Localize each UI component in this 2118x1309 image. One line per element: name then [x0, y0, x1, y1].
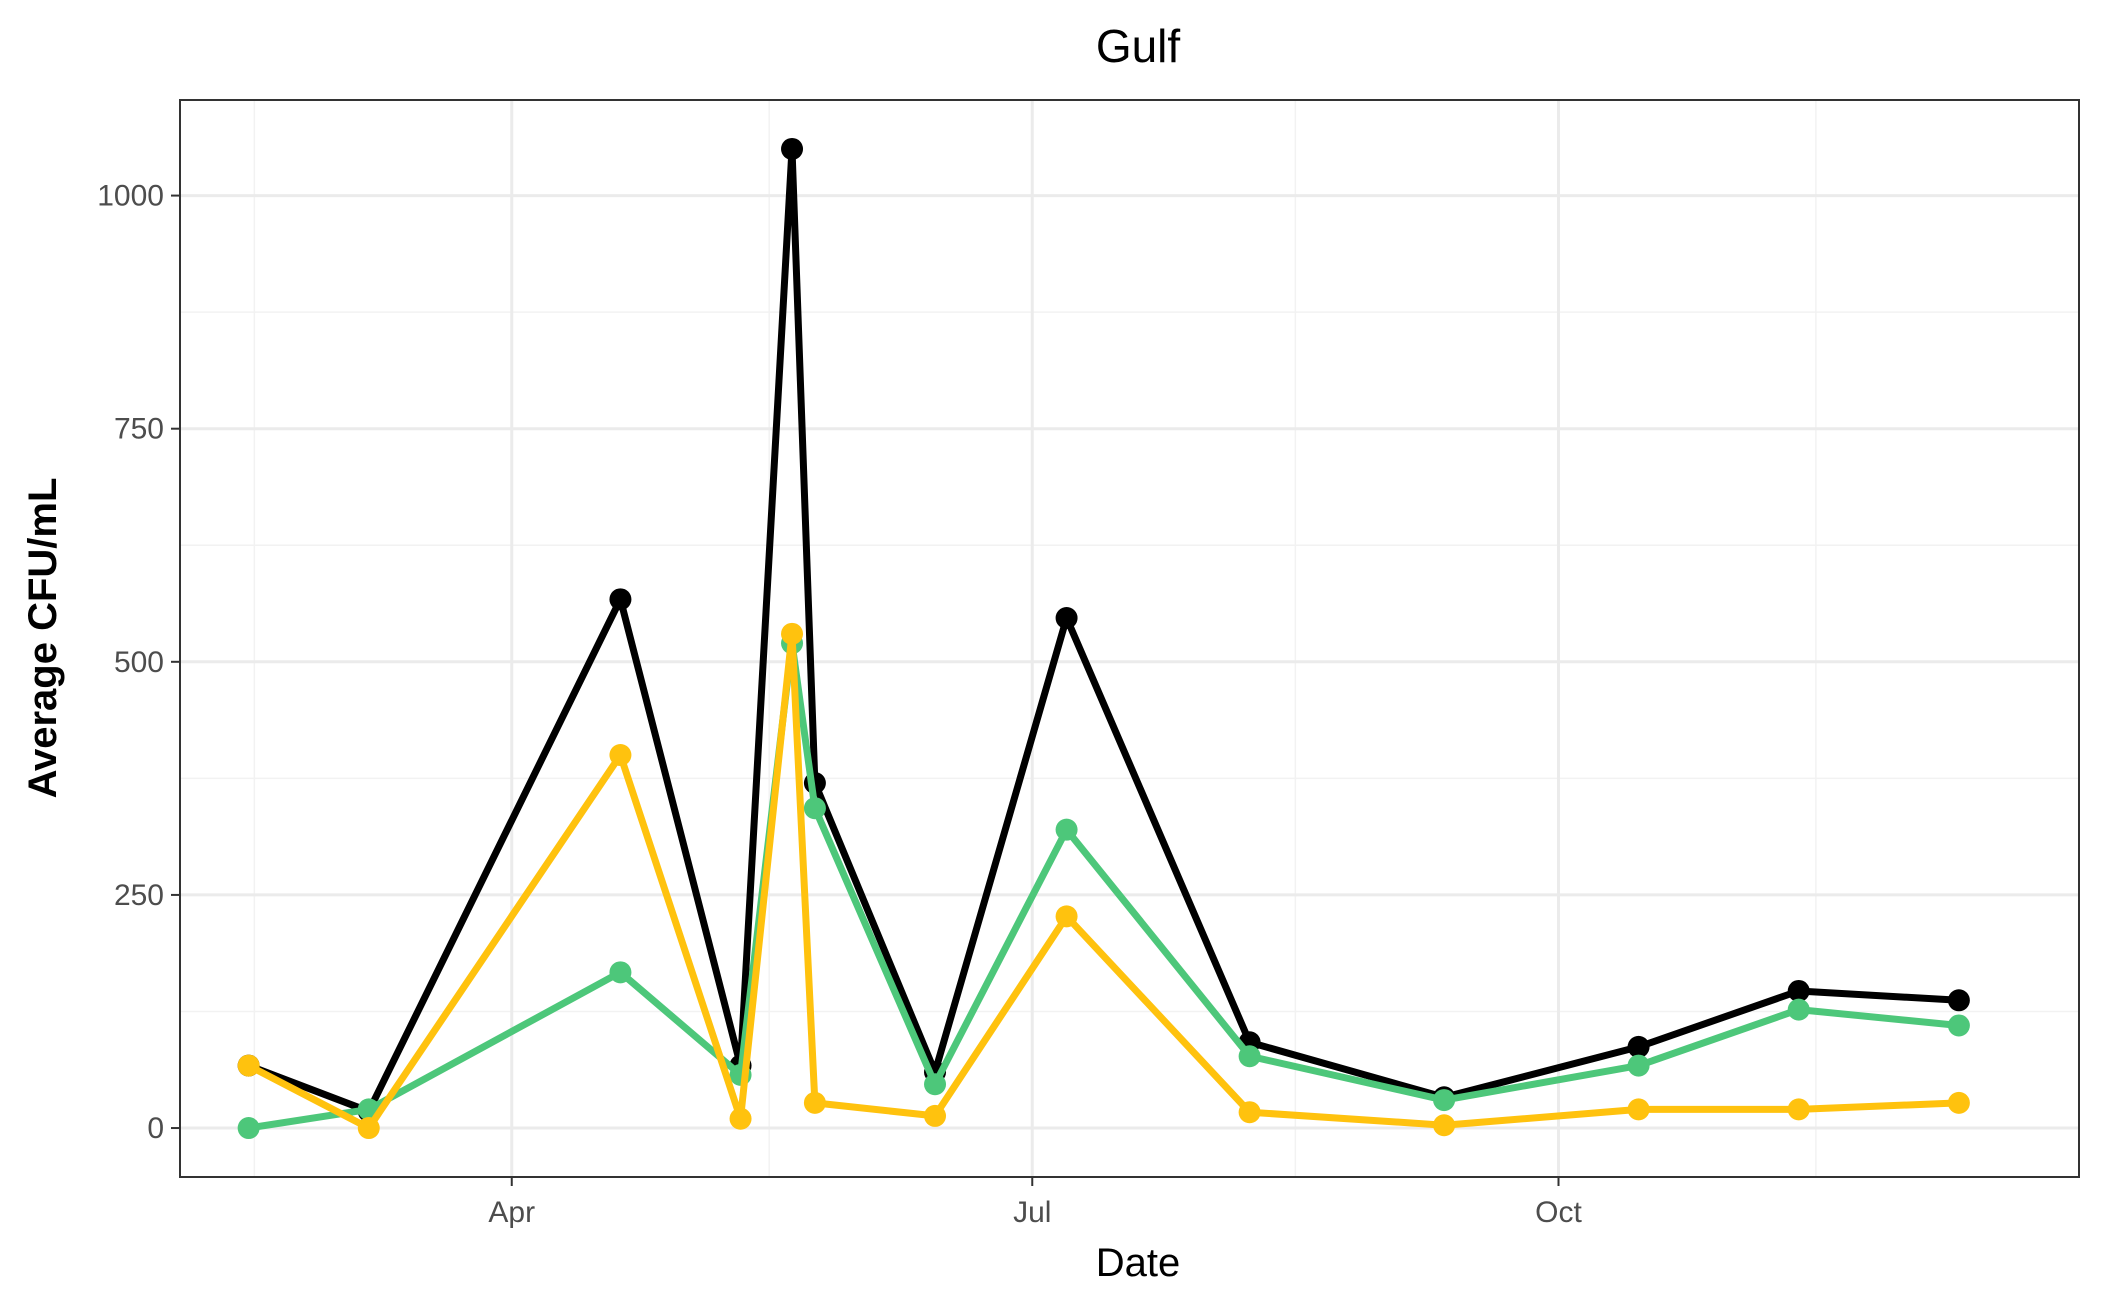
- data-point: [237, 1117, 260, 1140]
- y-axis-title: Average CFU/mL: [21, 478, 65, 799]
- y-tick-label: 750: [114, 413, 164, 446]
- data-point: [781, 622, 804, 645]
- data-point: [1787, 1098, 1810, 1121]
- data-point: [1238, 1045, 1261, 1068]
- y-tick-label: 0: [147, 1112, 164, 1145]
- data-point: [1947, 1091, 1970, 1114]
- y-tick-label: 250: [114, 879, 164, 912]
- data-point: [1055, 905, 1078, 928]
- data-point: [1947, 989, 1970, 1012]
- y-tick-label: 500: [114, 646, 164, 679]
- data-point: [237, 1054, 260, 1077]
- data-point: [1627, 1035, 1650, 1058]
- x-tick-label: Oct: [1535, 1196, 1582, 1229]
- chart-title: Gulf: [1096, 20, 1181, 72]
- data-point: [1433, 1089, 1456, 1112]
- data-point: [1238, 1101, 1261, 1124]
- series-line: [245, 639, 1963, 1132]
- data-point: [1947, 1014, 1970, 1037]
- data-point: [1787, 979, 1810, 1002]
- data-point: [1433, 1114, 1456, 1137]
- series-layer: [237, 137, 1970, 1140]
- data-point: [803, 797, 826, 820]
- data-point: [781, 137, 804, 160]
- data-point: [924, 1104, 947, 1127]
- data-point: [357, 1117, 380, 1140]
- series-3: [237, 622, 1970, 1140]
- x-axis-title: Date: [1096, 1241, 1181, 1285]
- data-point: [729, 1107, 752, 1130]
- panel-border: [179, 99, 2080, 1178]
- x-tick-label: Apr: [488, 1196, 535, 1229]
- data-point: [609, 588, 632, 611]
- data-point: [1055, 818, 1078, 841]
- x-axis: Apr Jul Oct: [488, 1177, 1582, 1229]
- y-tick-label: 1000: [97, 180, 164, 213]
- data-point: [1787, 998, 1810, 1021]
- data-point: [609, 961, 632, 984]
- grid: [180, 100, 2079, 1177]
- data-point: [1627, 1054, 1650, 1077]
- series-line: [245, 145, 1963, 1115]
- y-axis: 0 250 500 750 1000: [97, 180, 180, 1145]
- data-point: [1627, 1098, 1650, 1121]
- data-point: [1055, 606, 1078, 629]
- data-point: [803, 1091, 826, 1114]
- data-point: [609, 744, 632, 767]
- data-point: [924, 1073, 947, 1096]
- series-1: [237, 137, 1970, 1123]
- x-tick-label: Jul: [1013, 1196, 1051, 1229]
